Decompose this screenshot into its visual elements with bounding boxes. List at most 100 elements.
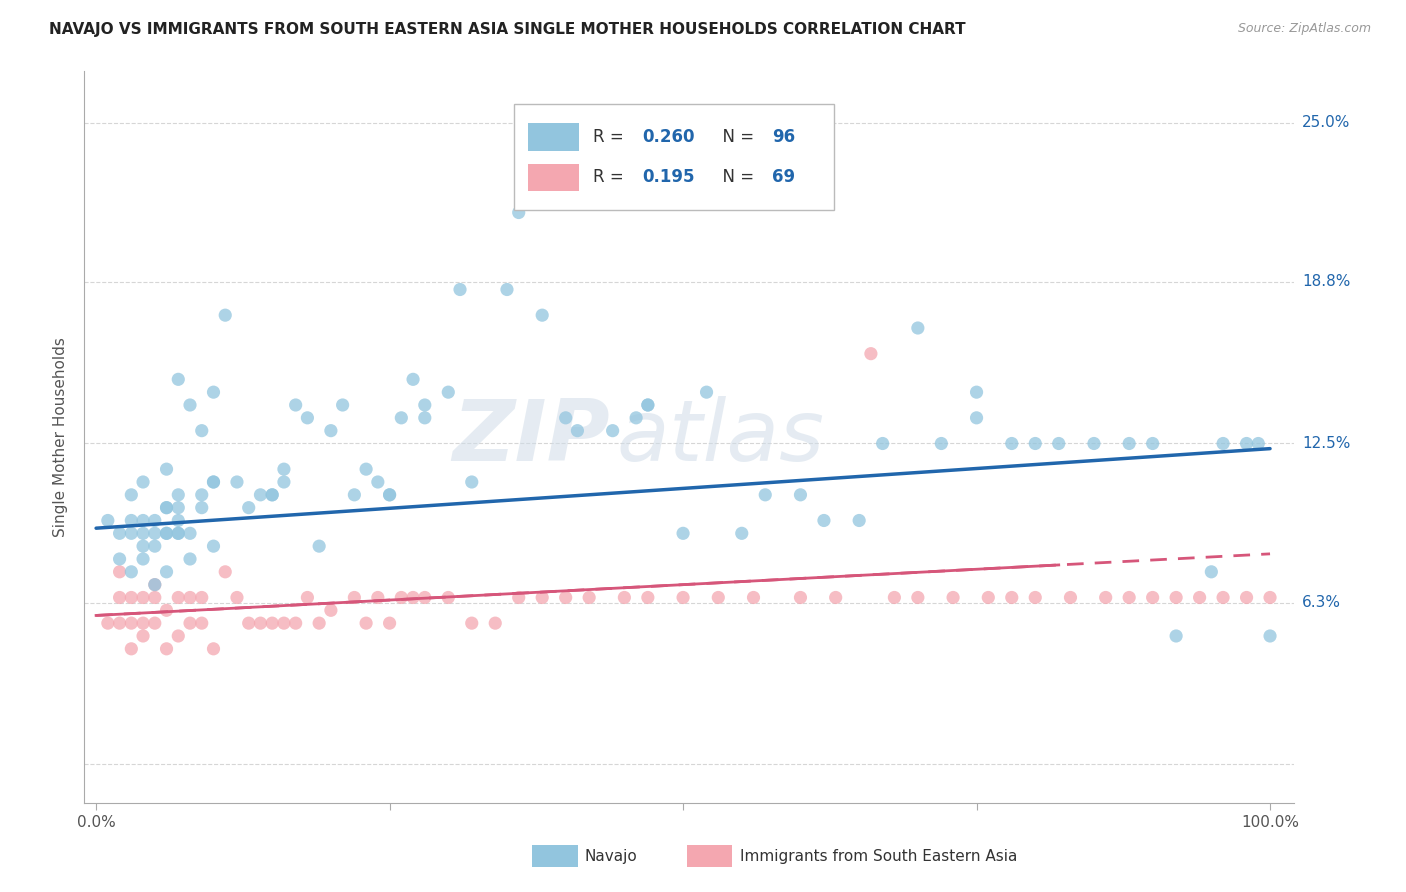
Point [461, 475, 484, 489]
Point [132, 616, 155, 631]
Point [202, 539, 225, 553]
Point [413, 591, 436, 605]
Text: N =: N = [711, 128, 759, 146]
Point [132, 539, 155, 553]
Point [238, 616, 260, 631]
Point [883, 591, 905, 605]
Point [143, 514, 166, 528]
Text: Source: ZipAtlas.com: Source: ZipAtlas.com [1237, 22, 1371, 36]
Point [179, 591, 201, 605]
Point [202, 385, 225, 400]
Point [132, 526, 155, 541]
Point [179, 616, 201, 631]
Point [613, 591, 636, 605]
Point [273, 616, 295, 631]
Point [1166, 591, 1188, 605]
Point [262, 616, 284, 631]
Point [155, 565, 177, 579]
Point [672, 591, 695, 605]
Point [378, 616, 401, 631]
Point [567, 424, 589, 438]
Point [120, 565, 142, 579]
Bar [531, 846, 578, 867]
Point [319, 603, 342, 617]
Point [132, 629, 155, 643]
Point [1188, 591, 1211, 605]
Point [249, 616, 271, 631]
Point [308, 539, 330, 553]
Text: ZIP: ZIP [453, 395, 610, 479]
Point [214, 308, 236, 322]
Point [202, 475, 225, 489]
Point [143, 577, 166, 591]
Point [167, 514, 190, 528]
Point [143, 526, 166, 541]
Point [907, 591, 929, 605]
Point [1024, 436, 1046, 450]
Point [1201, 565, 1223, 579]
Point [179, 526, 201, 541]
Point [167, 526, 190, 541]
Text: R =: R = [593, 128, 630, 146]
Point [872, 436, 894, 450]
Point [332, 398, 354, 412]
FancyBboxPatch shape [513, 104, 834, 211]
Point [190, 488, 212, 502]
Point [108, 565, 131, 579]
Point [120, 616, 142, 631]
Point [1001, 436, 1024, 450]
Point [108, 616, 131, 631]
Point [249, 488, 271, 502]
Point [1236, 436, 1258, 450]
Point [1083, 436, 1105, 450]
Point [1001, 591, 1024, 605]
Point [402, 372, 425, 386]
Point [143, 616, 166, 631]
Point [179, 552, 201, 566]
Point [120, 526, 142, 541]
Point [155, 526, 177, 541]
Point [389, 591, 412, 605]
Point [1142, 436, 1164, 450]
Point [132, 552, 155, 566]
Point [108, 591, 131, 605]
Y-axis label: Single Mother Households: Single Mother Households [53, 337, 69, 537]
Point [789, 488, 811, 502]
Point [120, 514, 142, 528]
Point [262, 488, 284, 502]
Point [167, 500, 190, 515]
Point [273, 475, 295, 489]
Point [132, 514, 155, 528]
Point [637, 398, 659, 412]
Bar [529, 123, 579, 151]
Text: 6.3%: 6.3% [1302, 595, 1341, 610]
Point [262, 488, 284, 502]
Point [97, 514, 120, 528]
Point [378, 488, 401, 502]
Point [389, 410, 412, 425]
Point [1166, 629, 1188, 643]
Point [1142, 591, 1164, 605]
Point [155, 641, 177, 656]
Point [179, 398, 201, 412]
Point [977, 591, 1000, 605]
Point [1047, 436, 1070, 450]
Point [343, 591, 366, 605]
Text: 25.0%: 25.0% [1302, 115, 1350, 130]
Point [437, 385, 460, 400]
Text: N =: N = [711, 169, 759, 186]
Point [496, 283, 519, 297]
Point [848, 514, 870, 528]
Text: Navajo: Navajo [585, 848, 638, 863]
Point [284, 616, 307, 631]
Point [120, 641, 142, 656]
Point [966, 385, 988, 400]
Point [461, 616, 484, 631]
Point [108, 526, 131, 541]
Point [742, 591, 765, 605]
Point [731, 526, 754, 541]
Point [1258, 591, 1281, 605]
Text: 69: 69 [772, 169, 796, 186]
Point [508, 591, 530, 605]
Point [1236, 591, 1258, 605]
